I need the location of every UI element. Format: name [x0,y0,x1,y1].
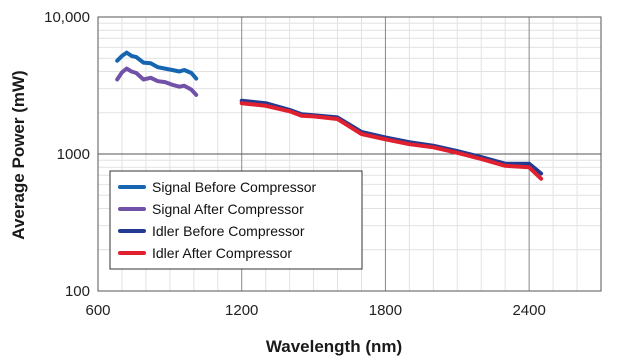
legend-label: Idler Before Compressor [152,223,305,239]
legend-label: Signal Before Compressor [152,179,317,195]
legend-label: Idler After Compressor [152,245,292,261]
y-tick-label: 1000 [57,146,90,163]
legend: Signal Before Compressor Signal After Com… [109,170,363,270]
legend-label: Signal After Compressor [152,201,304,217]
y-tick-label: 100 [65,283,90,300]
series-line-3 [239,101,544,181]
series-line-1 [115,66,199,97]
y-axis-title: Average Power (mW) [9,70,28,239]
x-tick-labels: 600 1200 1800 2400 [85,302,545,319]
x-axis-title: Wavelength (nm) [266,337,402,356]
x-tick-label: 600 [85,302,110,319]
x-tick-label: 1200 [225,302,258,319]
y-tick-label: 10,000 [44,9,90,26]
series-line-0 [115,50,199,81]
x-tick-label: 1800 [369,302,402,319]
series-lines [115,50,544,181]
y-tick-labels: 100 1000 10,000 [44,9,90,300]
legend-box [109,170,363,270]
plot-border [97,16,602,292]
x-tick-label: 2400 [512,302,545,319]
